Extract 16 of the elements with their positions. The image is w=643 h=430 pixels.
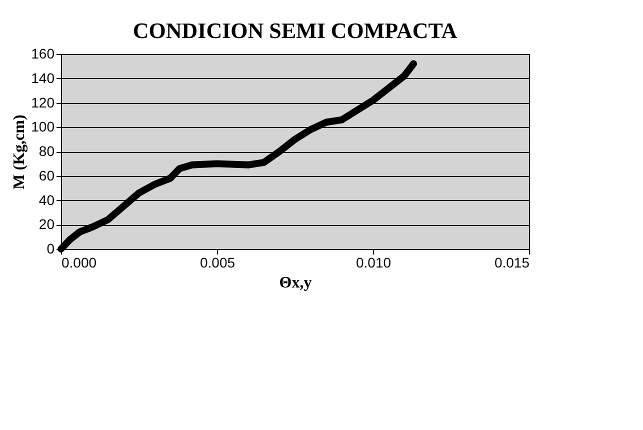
x-axis-title: Θx,y [279,274,312,292]
x-tick-label: 0.015 [494,254,530,270]
y-tick-label: 160 [31,46,55,62]
x-tick-label: 0.000 [62,254,97,270]
y-tick-label: 0 [46,240,55,256]
y-tick-label: 40 [38,192,55,208]
y-tick-label: 60 [38,167,55,184]
y-tick-label: 100 [31,118,55,135]
chart-title: CONDICION SEMI COMPACTA [132,18,458,43]
y-tick-label: 140 [31,70,55,86]
x-tick-label: 0.010 [356,254,392,270]
y-axis-title: M (Kg,cm) [11,114,28,190]
y-tick-label: 120 [31,94,55,110]
y-tick-label: 80 [38,143,55,159]
y-tick-label: 20 [38,216,55,232]
x-tick-label: 0.005 [200,254,236,270]
